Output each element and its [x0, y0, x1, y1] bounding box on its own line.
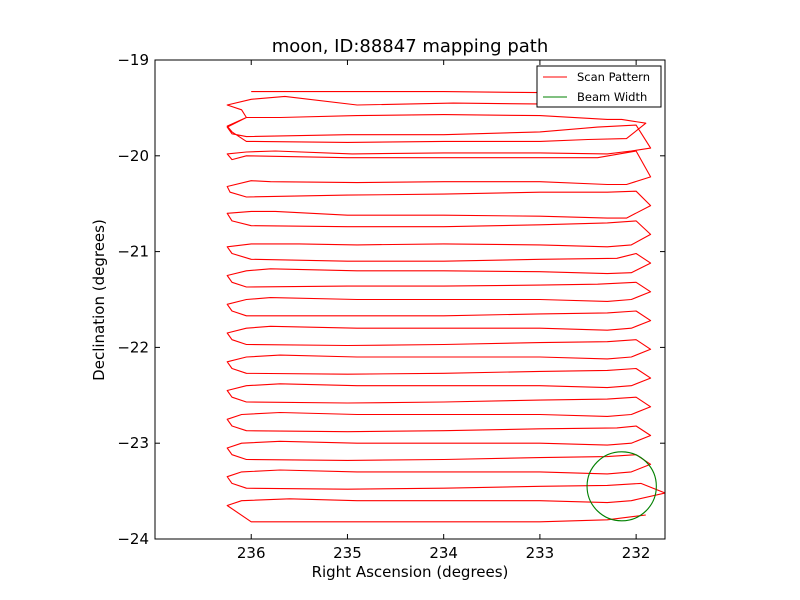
x-tick-label: 235 — [333, 544, 362, 562]
y-axis-label: Declination (degrees) — [90, 219, 108, 381]
plot-area — [226, 90, 665, 523]
legend-label-scan-pattern: Scan Pattern — [577, 70, 650, 84]
axes: 236 235 234 233 232 −19 −20 −21 −22 −23 −24 — [117, 51, 666, 562]
y-tick-label: −22 — [117, 338, 149, 356]
x-tick-label: 236 — [237, 544, 266, 562]
plot-frame — [154, 59, 666, 540]
x-axis-label: Right Ascension (degrees) — [312, 563, 509, 581]
chart-title: moon, ID:88847 mapping path — [272, 36, 549, 57]
y-tick-label: −20 — [117, 147, 149, 165]
x-tick-label: 233 — [526, 544, 555, 562]
legend: Scan Pattern Beam Width — [536, 65, 662, 108]
y-tick-label: −24 — [117, 530, 149, 548]
plot-clip-group — [226, 90, 665, 523]
y-tick-label: −23 — [117, 434, 149, 452]
y-tick-label: −21 — [117, 243, 149, 261]
legend-label-beam-width: Beam Width — [577, 90, 647, 104]
scan-pattern-line — [226, 90, 665, 523]
legend-box — [536, 65, 662, 108]
beam-width-circle — [586, 451, 657, 522]
x-tick-label: 234 — [429, 544, 458, 562]
x-tick-label: 232 — [622, 544, 651, 562]
y-tick-label: −19 — [117, 51, 149, 69]
